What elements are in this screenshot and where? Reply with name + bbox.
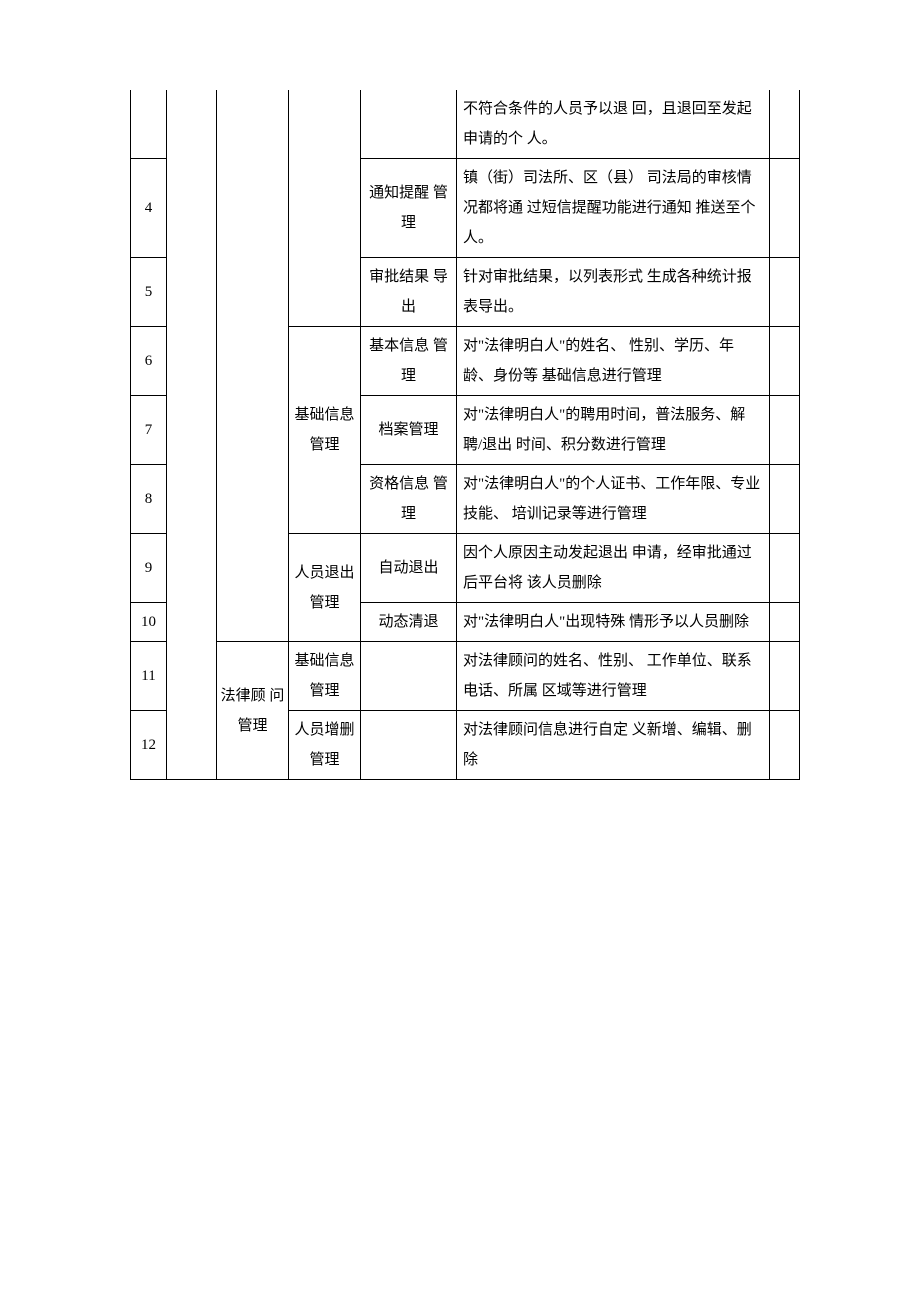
cell-index: 10 [131,603,167,642]
cell-group: 人员退出 管理 [289,534,361,642]
cell-index: 11 [131,642,167,711]
cell-group: 基础信息管理 [289,642,361,711]
cell-sub: 自动退出 [361,534,457,603]
feature-table: 不符合条件的人员予以退 回，且退回至发起申请的个 人。 4 通知提醒 管理 镇（… [130,90,800,780]
cell-desc: 对法律顾问的姓名、性别、 工作单位、联系电话、所属 区域等进行管理 [457,642,770,711]
cell-desc: 对"法律明白人"的个人证书、工作年限、专业技能、 培训记录等进行管理 [457,465,770,534]
cell-group: 基础信息 管理 [289,327,361,534]
cell-index: 4 [131,159,167,258]
cell-index: 8 [131,465,167,534]
cell-index: 7 [131,396,167,465]
cell-index: 9 [131,534,167,603]
cell-desc: 因个人原因主动发起退出 申请，经审批通过后平台将 该人员删除 [457,534,770,603]
cell-desc: 对"法律明白人"的聘用时间，普法服务、解聘/退出 时间、积分数进行管理 [457,396,770,465]
cell-desc: 对"法律明白人"的姓名、 性别、学历、年龄、身份等 基础信息进行管理 [457,327,770,396]
cell-desc: 对"法律明白人"出现特殊 情形予以人员删除 [457,603,770,642]
cell-sub: 动态清退 [361,603,457,642]
cell-index: 12 [131,711,167,780]
table-row: 不符合条件的人员予以退 回，且退回至发起申请的个 人。 [131,90,800,159]
cell-desc: 不符合条件的人员予以退 回，且退回至发起申请的个 人。 [457,90,770,159]
cell-category: 法律顾 问管理 [217,642,289,780]
cell-group: 人员增删 管理 [289,711,361,780]
cell-desc: 针对审批结果，以列表形式 生成各种统计报表导出。 [457,258,770,327]
cell-desc: 镇（街）司法所、区（县） 司法局的审核情况都将通 过短信提醒功能进行通知 推送至… [457,159,770,258]
cell-desc: 对法律顾问信息进行自定 义新增、编辑、删除 [457,711,770,780]
cell-sub: 资格信息 管理 [361,465,457,534]
cell-sub: 基本信息 管理 [361,327,457,396]
cell-sub: 通知提醒 管理 [361,159,457,258]
cell-index: 6 [131,327,167,396]
table-row: 11 法律顾 问管理 基础信息管理 对法律顾问的姓名、性别、 工作单位、联系电话… [131,642,800,711]
cell-index: 5 [131,258,167,327]
cell-sub: 审批结果 导出 [361,258,457,327]
cell-sub: 档案管理 [361,396,457,465]
